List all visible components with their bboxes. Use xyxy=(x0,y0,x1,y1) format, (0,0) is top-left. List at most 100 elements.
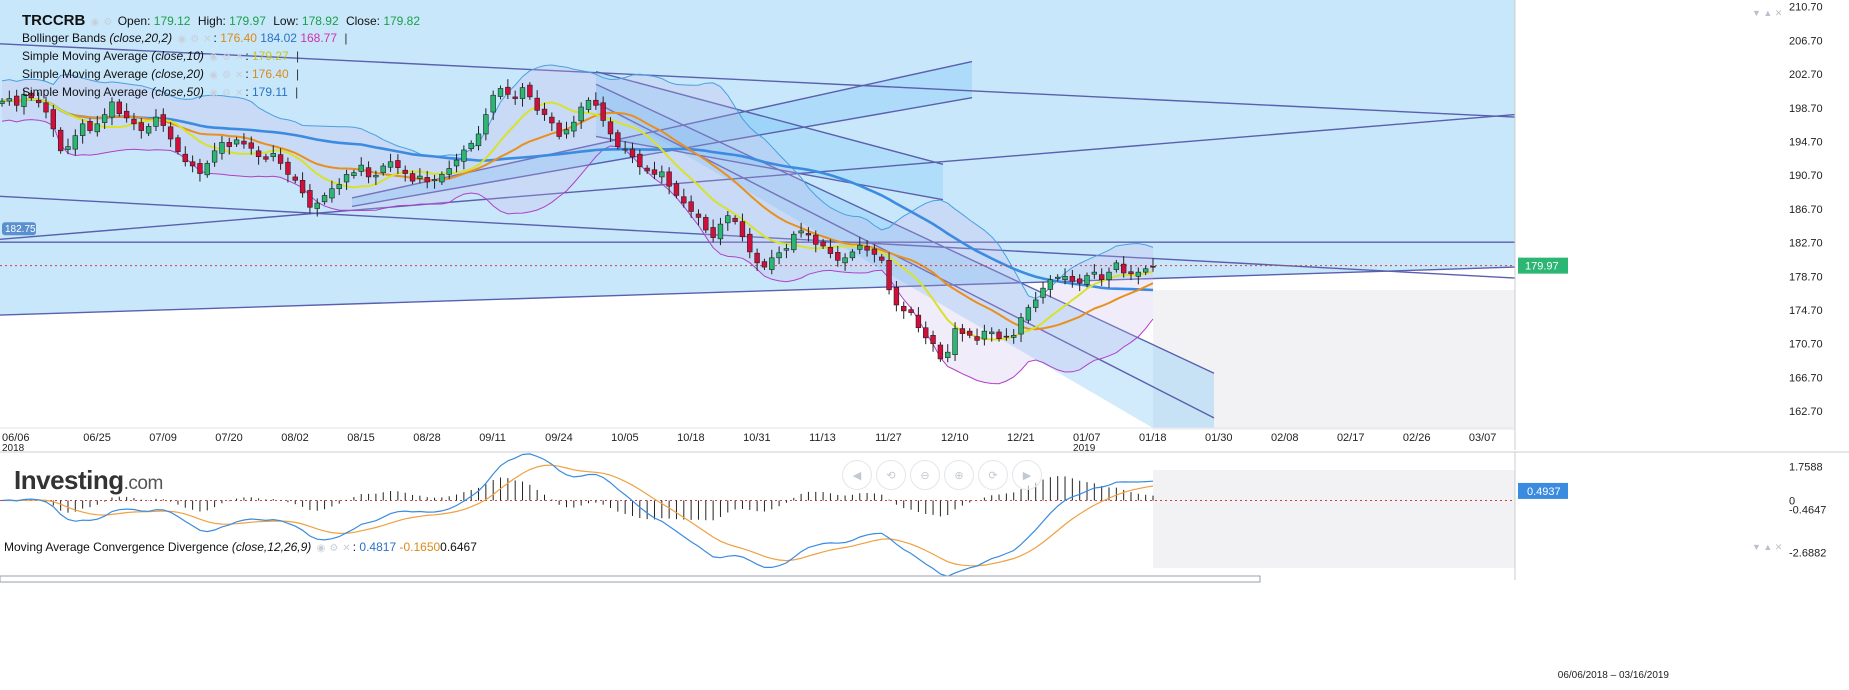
candle xyxy=(138,117,144,139)
candle-body xyxy=(263,156,269,160)
candle xyxy=(182,146,188,167)
trendline-6 xyxy=(595,83,1215,374)
zoom-in-button[interactable]: ⊕ xyxy=(944,460,974,490)
price-tick-label: 186.70 xyxy=(1789,204,1823,216)
visibility-icon[interactable]: ◉ xyxy=(316,543,326,554)
scroll-left-button[interactable]: ◀ xyxy=(842,460,872,490)
close-icon[interactable]: ✕ xyxy=(342,543,351,554)
macd-tick-label: 0 xyxy=(1789,495,1795,507)
candle xyxy=(153,109,159,132)
settings-icon[interactable]: ⚙ xyxy=(221,70,231,81)
macd-pane-controls[interactable]: ▼ ▲ ✕ xyxy=(1752,542,1783,552)
candle-body xyxy=(725,215,731,224)
candle-body xyxy=(468,142,474,150)
candle xyxy=(556,120,562,140)
candle-body xyxy=(138,122,144,131)
refresh-button[interactable]: ⟳ xyxy=(978,460,1008,490)
candle xyxy=(123,103,130,123)
candle-body xyxy=(175,137,181,152)
macd-tick-label: -0.4647 xyxy=(1789,504,1826,516)
candle xyxy=(805,227,812,242)
candle-body xyxy=(1077,278,1083,284)
macd-value-tag xyxy=(1518,482,1568,499)
candle xyxy=(94,115,100,137)
candle-body xyxy=(277,154,284,164)
visibility-icon[interactable]: ◉ xyxy=(90,17,100,28)
candle-body xyxy=(659,171,665,178)
candle-body xyxy=(417,175,423,179)
candle-body xyxy=(351,172,357,176)
candle xyxy=(585,97,592,113)
candle-body xyxy=(35,99,42,104)
candle xyxy=(981,324,988,346)
candle xyxy=(160,108,166,132)
candle xyxy=(409,170,416,185)
candle xyxy=(930,330,936,352)
candle-body xyxy=(13,95,20,106)
close-icon[interactable]: ✕ xyxy=(203,34,212,45)
settings-icon[interactable]: ⚙ xyxy=(103,17,113,28)
legend-separator: | xyxy=(296,49,300,63)
candle xyxy=(732,215,738,225)
bb-name[interactable]: Bollinger Bands xyxy=(22,31,107,45)
candle-body xyxy=(153,116,159,127)
candle-body xyxy=(666,171,672,187)
scroll-right-button[interactable]: ▶ xyxy=(1012,460,1042,490)
candle-body xyxy=(321,195,328,203)
candle-body xyxy=(776,252,782,259)
sma50-line xyxy=(1,98,1154,292)
candle xyxy=(175,134,181,155)
price-tick-label: 162.70 xyxy=(1789,406,1823,418)
close-icon[interactable]: ✕ xyxy=(234,70,244,81)
investing-logo: Investing.com xyxy=(14,465,163,496)
left-level-tag-label: 182.75 xyxy=(5,224,36,235)
close-icon[interactable]: ✕ xyxy=(234,88,244,99)
time-tick-label: 10/18 xyxy=(677,432,705,444)
sma50-name[interactable]: Simple Moving Average xyxy=(22,85,148,99)
candle-body xyxy=(123,110,130,119)
symbol-name[interactable]: TRCCRB xyxy=(22,12,86,29)
candle xyxy=(307,184,313,214)
candle-body xyxy=(791,233,797,251)
candle-body xyxy=(915,314,922,329)
visibility-icon[interactable]: ◉ xyxy=(209,52,218,63)
candle xyxy=(87,118,93,134)
candle-body xyxy=(314,202,320,209)
candle-body xyxy=(585,99,592,110)
time-tick-label: 12/21 xyxy=(1007,432,1035,444)
candle xyxy=(189,155,196,173)
candle xyxy=(615,129,621,150)
pane-controls[interactable]: ▼ ▲ ✕ xyxy=(1752,8,1783,18)
bollinger-fill xyxy=(2,65,1153,384)
candle-body xyxy=(1135,271,1142,277)
candle xyxy=(864,240,870,257)
candle xyxy=(739,213,746,242)
time-tick-label: 03/07 xyxy=(1469,432,1497,444)
logo-main: Investing xyxy=(14,465,124,495)
settings-icon[interactable]: ⚙ xyxy=(221,88,231,99)
macd-tick-label: 1.7588 xyxy=(1789,462,1823,474)
zoom-out-button[interactable]: ⊖ xyxy=(910,460,940,490)
settings-icon[interactable]: ⚙ xyxy=(190,34,200,45)
candle-body xyxy=(563,129,570,135)
candle-body xyxy=(622,148,628,151)
future-shade xyxy=(1153,290,1515,430)
visibility-icon[interactable]: ◉ xyxy=(209,88,218,99)
candle-body xyxy=(1011,335,1017,338)
visibility-icon[interactable]: ◉ xyxy=(177,34,187,45)
settings-icon[interactable]: ⚙ xyxy=(329,543,339,554)
candle-body xyxy=(695,213,702,218)
sma20-name[interactable]: Simple Moving Average xyxy=(22,67,148,81)
candle-body xyxy=(167,126,174,140)
candle xyxy=(967,328,973,339)
close-icon[interactable]: ✕ xyxy=(234,52,244,63)
candle-body xyxy=(901,305,907,312)
reset-zoom-button[interactable]: ⟲ xyxy=(876,460,906,490)
settings-icon[interactable]: ⚙ xyxy=(221,52,231,63)
visibility-icon[interactable]: ◉ xyxy=(209,70,218,81)
trendline-8 xyxy=(595,70,944,165)
last-price-tag-label: 179.97 xyxy=(1525,261,1559,273)
sma10-name[interactable]: Simple Moving Average xyxy=(22,49,148,63)
macd-name[interactable]: Moving Average Convergence Divergence xyxy=(4,540,229,554)
